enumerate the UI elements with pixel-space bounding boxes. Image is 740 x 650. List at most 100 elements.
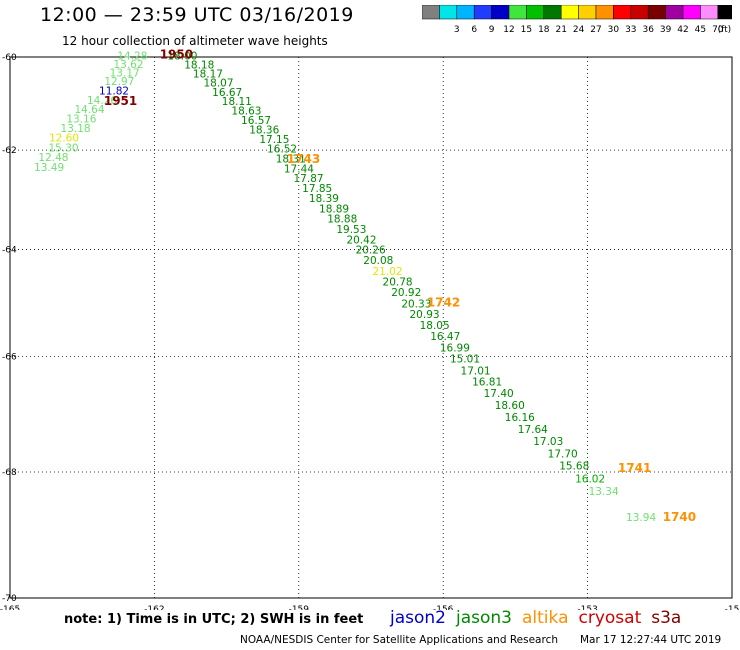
wave-height-value: 18.31 xyxy=(276,154,306,166)
wave-height-value: 13.94 xyxy=(626,512,656,524)
color-swatch-label: 3 xyxy=(454,25,460,35)
wave-height-value: 12.60 xyxy=(49,132,79,144)
wave-height-value: 13.18 xyxy=(61,123,91,135)
wave-height-value: 18.88 xyxy=(327,214,357,226)
wave-height-value: 17.03 xyxy=(533,436,563,448)
wave-height-value: 18.39 xyxy=(309,193,339,205)
wave-height-value: 14.26 xyxy=(87,95,117,107)
wave-height-value: 17.01 xyxy=(461,365,491,377)
color-swatch-label: 70 xyxy=(712,25,724,35)
color-swatch-label: 15 xyxy=(521,25,532,35)
longitude-tick-label: -15 xyxy=(725,605,740,610)
color-scale-legend: 3 6 9 12 15 18 21 24 27 30 33 36 39 42 45 70(ft) xyxy=(422,5,732,35)
wave-height-value: 11.82 xyxy=(99,85,129,97)
wave-height-value: 17.44 xyxy=(284,163,314,175)
satellite-legend-item: cryosat xyxy=(578,608,642,628)
wave-height-value: 16.99 xyxy=(440,342,470,354)
wave-height-value: 15.68 xyxy=(559,461,589,473)
color-swatch-label: 36 xyxy=(642,25,654,35)
wave-height-value: 12.48 xyxy=(38,152,68,164)
color-swatch xyxy=(717,5,732,20)
pass-time-label: 1742 xyxy=(427,295,460,309)
color-swatch-label: 6 xyxy=(471,25,477,35)
wave-height-value: 20.93 xyxy=(410,309,440,321)
latitude-tick-label: -62 xyxy=(2,146,17,156)
satellite-legend-item: jason2 xyxy=(390,608,446,628)
latitude-tick-label: -70 xyxy=(2,594,17,604)
longitude-tick-label: -165 xyxy=(0,605,20,610)
wave-height-value: 13.17 xyxy=(110,68,140,80)
wave-height-value: 18.60 xyxy=(495,400,525,412)
wave-height-value: 20.26 xyxy=(356,245,386,257)
color-swatch-label: 12 xyxy=(503,25,514,35)
color-swatch-label: 21 xyxy=(555,25,566,35)
wave-height-value: 16.16 xyxy=(505,412,535,424)
satellite-legend: jason2 jason3 altika cryosat s3a xyxy=(390,608,691,628)
wave-height-value: 20.78 xyxy=(383,277,413,289)
wave-height-value: 14.28 xyxy=(117,50,147,62)
wave-height-value: 18.36 xyxy=(249,124,279,136)
wave-height-value: 19.53 xyxy=(336,224,366,236)
longitude-tick-label: -156 xyxy=(433,605,454,610)
satellite-legend-item: jason3 xyxy=(456,608,512,628)
wave-height-value: 20.33 xyxy=(401,298,431,310)
footer-note: note: 1) Time is in UTC; 2) SWH is in fe… xyxy=(64,612,364,627)
wave-height-value: 13.16 xyxy=(66,114,96,126)
page-title: 12:00 — 23:59 UTC 03/16/2019 xyxy=(40,4,354,26)
longitude-tick-label: -162 xyxy=(144,605,164,610)
wave-height-value: 17.40 xyxy=(484,388,514,400)
latitude-tick-label: -60 xyxy=(2,53,17,63)
satellite-legend-item: s3a xyxy=(651,608,682,628)
latitude-tick-label: -68 xyxy=(2,468,17,478)
wave-height-value: 18.00 xyxy=(167,50,197,62)
wave-height-value: 20.92 xyxy=(391,287,421,299)
color-swatch-label: 33 xyxy=(625,25,636,35)
wave-height-value: 13.62 xyxy=(113,59,143,71)
wave-height-value: 18.18 xyxy=(184,59,214,71)
color-swatch-label: 42 xyxy=(677,25,688,35)
wave-height-value: 16.47 xyxy=(430,331,460,343)
wave-height-value: 18.11 xyxy=(222,96,252,108)
color-swatch-label: 27 xyxy=(590,25,601,35)
wave-height-value: 20.42 xyxy=(346,234,376,246)
latitude-tick-label: -64 xyxy=(2,246,17,256)
color-swatch-label: 18 xyxy=(538,25,550,35)
wave-height-value: 20.08 xyxy=(363,255,393,267)
wave-height-value: 16.02 xyxy=(575,473,605,485)
color-swatch-label: 9 xyxy=(489,25,495,35)
wave-height-value: 18.63 xyxy=(231,106,261,118)
wave-height-map: -165 -162 -159 -156 -153 -15 -60 -62 -64 -66 -68 -7… xyxy=(0,47,740,610)
wave-height-value: 16.52 xyxy=(267,144,297,156)
wave-height-value: 16.57 xyxy=(241,115,271,127)
wave-height-value: 18.89 xyxy=(319,203,349,215)
map-frame xyxy=(9,56,733,599)
wave-height-value: 13.34 xyxy=(589,486,619,498)
wave-height-value: 14.64 xyxy=(74,104,104,116)
wave-height-value: 18.05 xyxy=(420,320,450,332)
wave-height-value: 17.70 xyxy=(548,449,578,461)
wave-height-value: 18.07 xyxy=(203,78,233,90)
pass-time-label: 1743 xyxy=(287,152,320,166)
color-swatch-label: 45 xyxy=(695,25,706,35)
wave-height-value: 18.17 xyxy=(193,68,223,80)
pass-time-label: 1950 xyxy=(160,47,193,61)
wave-height-value: 13.49 xyxy=(34,162,64,174)
wave-height-value: 15.01 xyxy=(450,354,480,366)
color-swatch-label: 30 xyxy=(608,25,620,35)
wave-height-value: 17.87 xyxy=(294,173,324,185)
credit-line: NOAA/NESDIS Center for Satellite Applica… xyxy=(240,634,558,646)
pass-time-label: 1741 xyxy=(618,461,651,475)
color-scale-unit: (ft) xyxy=(718,25,732,35)
wave-height-value: 16.67 xyxy=(212,87,242,99)
wave-height-value: 12.97 xyxy=(104,76,134,88)
longitude-tick-label: -153 xyxy=(577,605,597,610)
pass-time-label: 1740 xyxy=(663,510,696,524)
satellite-legend-item: altika xyxy=(522,608,569,628)
wave-height-value: 17.64 xyxy=(518,424,548,436)
pass-time-label: 1951 xyxy=(104,94,137,108)
wave-height-value: 15.30 xyxy=(49,143,79,155)
wave-height-value: 21.02 xyxy=(372,266,402,278)
wave-height-value: 16.81 xyxy=(472,377,502,389)
page-subtitle: 12 hour collection of altimeter wave hei… xyxy=(62,34,328,48)
latitude-tick-label: -66 xyxy=(2,352,17,362)
